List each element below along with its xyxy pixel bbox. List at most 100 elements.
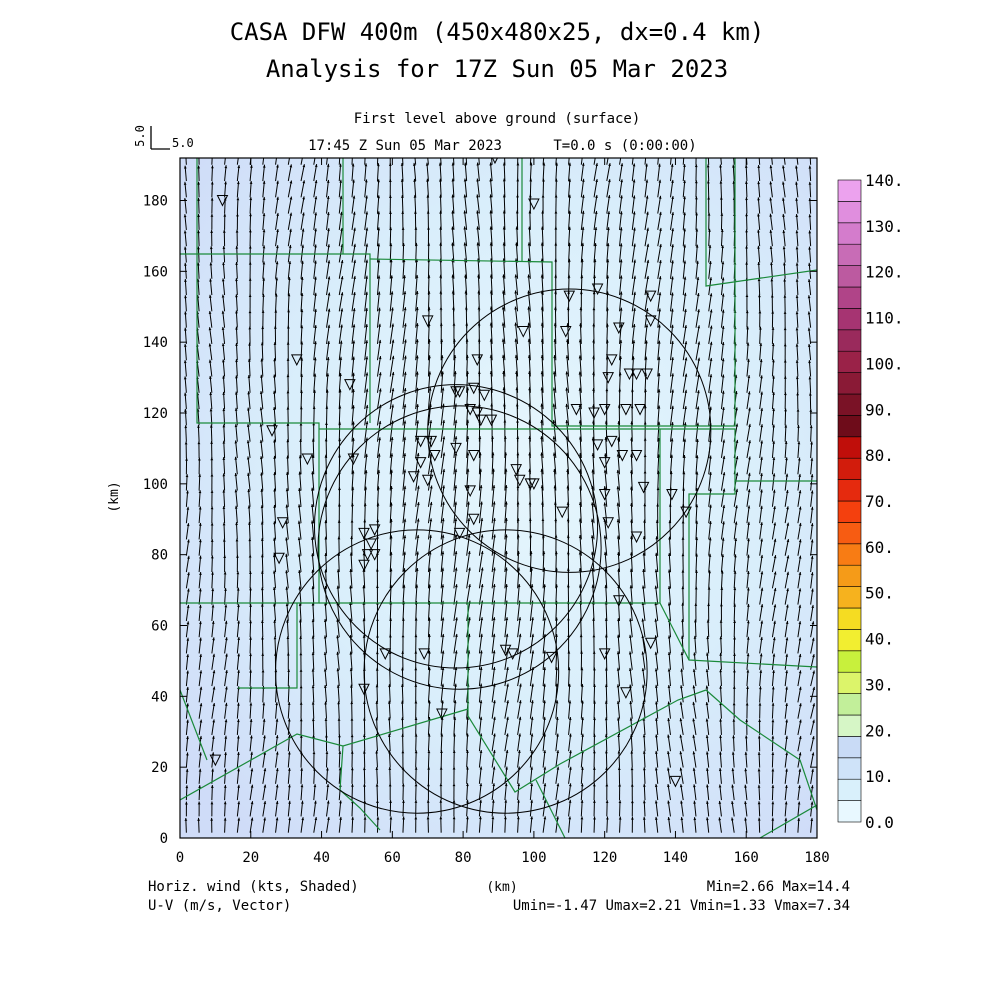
chart-title-line2: Analysis for 17Z Sun 05 Mar 2023 [266, 55, 728, 83]
colorbar-label: 30. [865, 675, 894, 694]
colorbar-label: 120. [865, 263, 904, 282]
wind-vector-head [503, 147, 506, 150]
colorbar-label: 10. [865, 767, 894, 786]
colorbar-swatch [838, 266, 861, 287]
model-time-label: T=0.0 s (0:00:00) [553, 138, 696, 154]
x-tick-label: 100 [521, 850, 546, 866]
colorbar-swatch [838, 287, 861, 308]
vector-key-value-vertical: 5.0 [133, 125, 147, 147]
colorbar-swatch [838, 629, 861, 650]
valid-time-label: 17:45 Z Sun 05 Mar 2023 [308, 138, 502, 154]
wind-vector-head [238, 149, 241, 152]
colorbar-swatch [838, 758, 861, 779]
wind-vector-head [276, 148, 279, 151]
colorbar-swatch [838, 373, 861, 394]
colorbar-label: 140. [865, 171, 904, 190]
vector-key-value: 5.0 [172, 136, 194, 150]
wind-vector [212, 149, 213, 165]
x-axis-unit: (km) [486, 880, 517, 895]
colorbar-swatch [838, 694, 861, 715]
colorbar-swatch [838, 351, 861, 372]
colorbar-swatch [838, 201, 861, 222]
wind-vector-head [543, 147, 546, 150]
wind-vector-head [225, 149, 228, 152]
y-tick-label: 180 [143, 194, 168, 210]
wind-vector-head [302, 148, 305, 151]
wind-vector-head [782, 149, 785, 152]
y-tick-label: 60 [151, 619, 168, 635]
colorbar-swatch [838, 522, 861, 543]
footer-minmax: Min=2.66 Max=14.4 [707, 879, 850, 895]
level-label: First level above ground (surface) [354, 111, 641, 127]
colorbar-label: 40. [865, 630, 894, 649]
x-tick-label: 120 [592, 850, 617, 866]
colorbar-swatch [838, 587, 861, 608]
x-tick-label: 160 [734, 850, 759, 866]
wind-vector-head [745, 149, 748, 152]
colorbar-swatch [838, 801, 861, 822]
colorbar-label: 20. [865, 721, 894, 740]
colorbar-swatch [838, 308, 861, 329]
footer-vector-label: U-V (m/s, Vector) [148, 898, 291, 914]
colorbar-swatch [838, 330, 861, 351]
wind-vector-head [795, 149, 798, 152]
colorbar-swatch [838, 394, 861, 415]
colorbar-swatch [838, 244, 861, 265]
colorbar-label: 130. [865, 217, 904, 236]
colorbar-swatch [838, 458, 861, 479]
wind-vector-head [809, 149, 812, 152]
y-tick-label: 40 [151, 689, 168, 705]
colorbar-swatch [838, 651, 861, 672]
colorbar-swatch [838, 415, 861, 436]
colorbar: 0.0 10. 20. 30. 40. 50. 60. 70. 80. 90. 100. 110. 12… [838, 171, 904, 832]
y-tick-label: 160 [143, 264, 168, 280]
wind-vector-head [732, 149, 735, 152]
x-tick-label: 80 [455, 850, 472, 866]
vector-key: 5.0 5.0 [133, 125, 194, 150]
y-axis-label: (km) [107, 481, 122, 512]
wind-vector-head [211, 149, 214, 152]
y-tick-label: 140 [143, 335, 168, 351]
wind-vector-head [530, 147, 533, 150]
y-tick-label: 100 [143, 477, 168, 493]
x-tick-label: 140 [663, 850, 688, 866]
colorbar-label: 70. [865, 492, 894, 511]
wind-vector-head [197, 149, 200, 152]
colorbar-label: 50. [865, 584, 894, 603]
colorbar-swatch [838, 223, 861, 244]
y-tick-label: 20 [151, 760, 168, 776]
wind-vector [504, 147, 505, 165]
wind-vector-head [517, 147, 520, 150]
footer-shaded-label: Horiz. wind (kts, Shaded) [148, 879, 359, 895]
y-tick-label: 120 [143, 406, 168, 422]
colorbar-swatch [838, 565, 861, 586]
colorbar-swatch [838, 480, 861, 501]
x-tick-label: 20 [242, 850, 259, 866]
colorbar-swatch [838, 608, 861, 629]
colorbar-label: 90. [865, 400, 894, 419]
colorbar-swatch [838, 544, 861, 565]
wind-vector-head [757, 149, 760, 152]
x-tick-label: 180 [804, 850, 829, 866]
colorbar-swatch [838, 180, 861, 201]
x-tick-label: 60 [384, 850, 401, 866]
colorbar-label: 60. [865, 538, 894, 557]
colorbar-swatch [838, 672, 861, 693]
wind-vector-head [719, 148, 722, 151]
colorbar-swatch [838, 437, 861, 458]
colorbar-swatch [838, 715, 861, 736]
y-tick-label: 80 [151, 548, 168, 564]
colorbar-label: 110. [865, 309, 904, 328]
colorbar-label: 0.0 [865, 813, 894, 832]
wind-vector-head [263, 149, 266, 152]
colorbar-swatch [838, 501, 861, 522]
x-tick-label: 0 [176, 850, 184, 866]
y-tick-label: 0 [160, 831, 168, 847]
wind-vector-head [289, 148, 292, 151]
colorbar-label: 100. [865, 354, 904, 373]
chart-title-line1: CASA DFW 400m (450x480x25, dx=0.4 km) [230, 18, 765, 46]
x-tick-label: 40 [313, 850, 330, 866]
colorbar-label: 80. [865, 446, 894, 465]
